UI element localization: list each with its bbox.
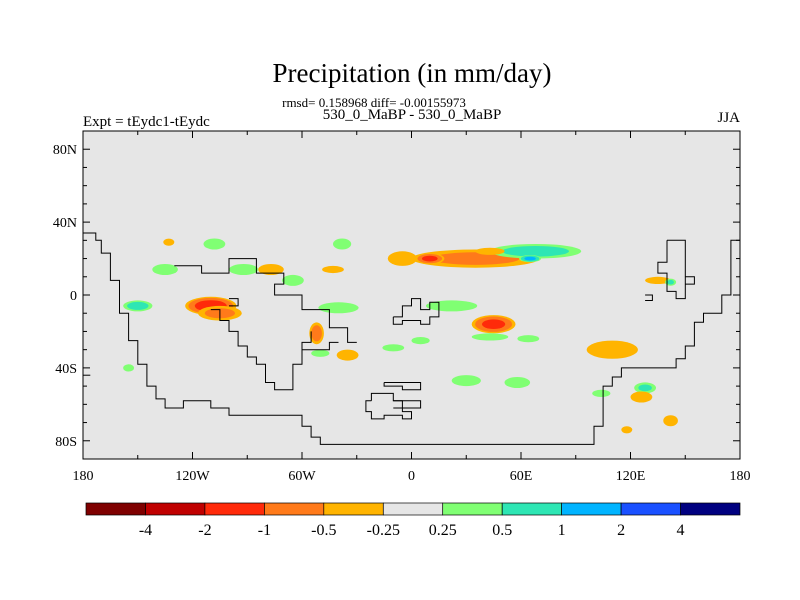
coastline-9 (685, 276, 695, 285)
x-tick-label: 180 (73, 469, 94, 484)
anomaly-patch-3-0 (152, 264, 178, 275)
anomaly-patch-14-0 (311, 349, 330, 357)
anomaly-patch-31-0 (504, 377, 531, 388)
y-tick-label: 80N (53, 143, 77, 158)
anomaly-patch-30-0 (451, 375, 481, 387)
anomaly-patch-36-0 (663, 415, 678, 427)
anomaly-patch-20-1 (502, 246, 569, 257)
colorbar-label: -0.25 (367, 522, 400, 539)
coastline-1 (174, 258, 357, 343)
coastline-7 (393, 400, 422, 409)
coastline-3 (302, 341, 339, 351)
anomaly-patch-22-0 (475, 247, 505, 255)
colorbar-box-3 (264, 502, 325, 516)
x-tick-label: 60E (510, 469, 533, 484)
season-label: JJA (717, 110, 740, 126)
anomaly-patch-24-2 (482, 319, 506, 330)
anomaly-patch-37-0 (123, 364, 135, 372)
colorbar-box-10 (680, 502, 741, 516)
anomaly-patch-33-1 (638, 384, 652, 392)
anomaly-patch-26-0 (517, 335, 540, 343)
colorbar: -4 -2 -1 -0.5 -0.25 0.25 0.5 1 2 4 (85, 502, 741, 539)
y-tick-label: 0 (70, 289, 77, 304)
x-axis: 180 120W 60W 0 60E 120E 180 (73, 131, 751, 484)
anomaly-patch-7-0 (163, 238, 175, 246)
anomaly-patch-5-0 (258, 264, 284, 275)
y-tick-label: 40N (53, 216, 77, 231)
colorbar-box-2 (204, 502, 265, 516)
anomaly-patch-10-0 (333, 238, 352, 250)
coastlines (83, 232, 740, 445)
rmsd-diff-stats: rmsd= 0.158968 diff= -0.00155973 (282, 95, 466, 110)
colorbar-label: 0.25 (429, 522, 457, 539)
anomaly-patch-4-0 (229, 264, 259, 275)
coastline-2 (210, 309, 312, 391)
colorbar-label: -2 (198, 522, 211, 539)
anomaly-patch-16-0 (382, 344, 405, 352)
colorbar-label: -4 (139, 522, 152, 539)
colorbar-box-9 (620, 502, 681, 516)
map-background (83, 131, 740, 459)
x-tick-label: 60W (288, 469, 316, 484)
x-tick-label: 0 (408, 469, 415, 484)
colorbar-box-5 (382, 502, 444, 516)
anomaly-patch-13-1 (311, 325, 322, 342)
anomaly-patch-35-0 (621, 426, 633, 434)
colorbar-label: 2 (617, 522, 625, 539)
anomaly-patch-32-0 (592, 389, 611, 397)
colorbar-box-6 (442, 502, 503, 516)
colorbar-label: 0.5 (492, 522, 512, 539)
colorbar-box-0 (85, 502, 146, 516)
colorbar-box-8 (561, 502, 622, 516)
coastline-4 (392, 298, 440, 325)
anomaly-patch-2-1 (127, 301, 149, 310)
colorbar-label: -1 (258, 522, 271, 539)
anomaly-patch-15-0 (336, 349, 359, 361)
y-axis: 80N 40N 0 40S 80S (53, 143, 740, 450)
precip-anomaly-fill (123, 238, 678, 434)
anomaly-patch-29-1 (667, 279, 674, 285)
colorbar-box-1 (145, 502, 206, 516)
plot-subtitle: 530_0_MaBP - 530_0_MaBP (323, 107, 502, 123)
anomaly-patch-17-0 (411, 337, 430, 345)
y-tick-label: 40S (55, 362, 77, 377)
anomaly-patch-34-0 (630, 391, 653, 403)
anomaly-patch-11-0 (387, 251, 417, 266)
anomaly-patch-18-1 (431, 252, 520, 265)
coastline-0 (83, 232, 740, 445)
x-tick-label: 120W (175, 469, 210, 484)
colorbar-box-7 (501, 502, 563, 516)
anomaly-patch-9-0 (322, 265, 344, 274)
coastline-8 (657, 239, 686, 300)
colorbar-label: -0.5 (311, 522, 336, 539)
colorbar-label: 1 (558, 522, 566, 539)
anomaly-patch-25-0 (471, 333, 509, 341)
anomaly-patch-12-0 (318, 302, 359, 314)
x-tick-label: 180 (730, 469, 751, 484)
x-tick-label: 120E (616, 469, 646, 484)
coastline-10 (645, 294, 653, 301)
anomaly-patch-19-2 (422, 255, 438, 262)
plot-title: Precipitation (in mm/day) (273, 58, 552, 88)
colorbar-box-4 (323, 502, 384, 516)
anomaly-patch-8-0 (282, 274, 304, 286)
colorbar-label: 4 (677, 522, 685, 539)
coastline-5 (365, 392, 412, 420)
coastline-6 (383, 382, 422, 391)
coastline-12 (229, 298, 239, 307)
anomaly-patch-27-0 (586, 340, 638, 359)
anomaly-patch-21-2 (524, 256, 536, 261)
anomaly-patch-6-0 (203, 238, 226, 250)
left-label: Expt = tEydc1-tEydc (83, 114, 210, 130)
anomaly-patch-28-0 (645, 276, 671, 284)
y-tick-label: 80S (55, 435, 77, 450)
